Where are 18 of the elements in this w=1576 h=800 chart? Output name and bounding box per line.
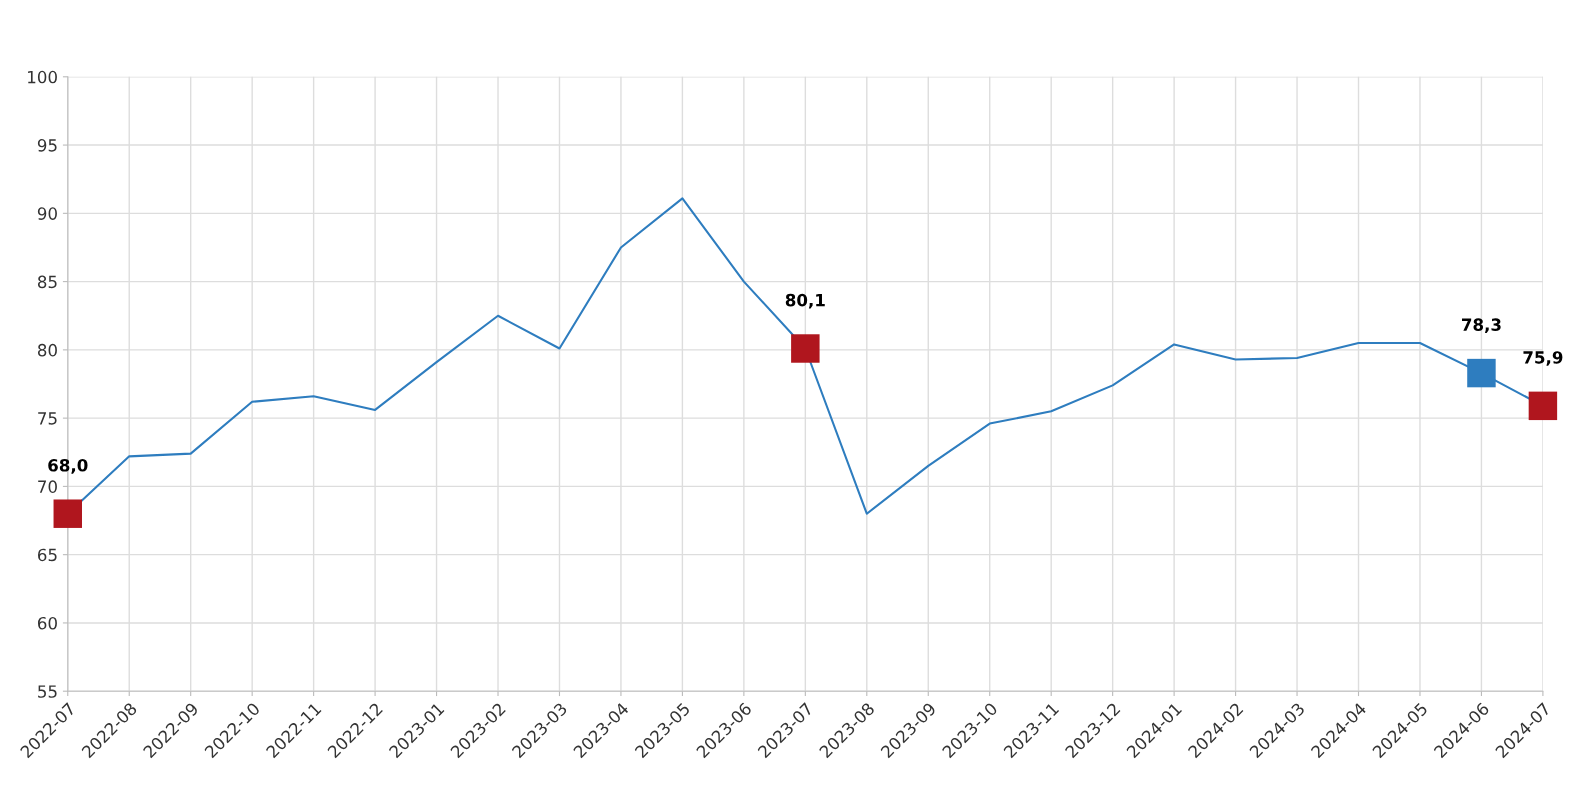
y-tick-label: 85 (37, 275, 57, 289)
y-tick-label: 95 (37, 139, 57, 152)
y-tick-label: 60 (38, 616, 57, 630)
data-label: 80,1 (785, 293, 825, 309)
point (791, 334, 820, 363)
point (1528, 391, 1558, 421)
point (53, 499, 82, 528)
y-tick-label: 90 (37, 207, 57, 220)
y-tick-label: 65 (38, 548, 57, 562)
y-tick-label: 80 (37, 343, 57, 357)
y-tick-label: 75 (38, 412, 57, 425)
data-label: 68,0 (48, 458, 88, 474)
y-tick-label: 100 (28, 70, 57, 84)
point (1467, 358, 1496, 388)
data-label: 75,9 (1523, 351, 1563, 366)
y-tick-label: 55 (38, 685, 57, 698)
data-label: 78,3 (1461, 318, 1501, 334)
y-tick-label: 70 (38, 480, 57, 493)
